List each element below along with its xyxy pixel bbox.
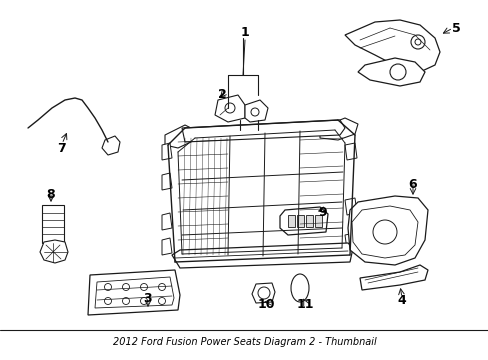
Polygon shape bbox=[162, 213, 172, 230]
Text: 7: 7 bbox=[58, 141, 66, 154]
Text: 10: 10 bbox=[257, 298, 274, 311]
Circle shape bbox=[140, 297, 147, 305]
Text: 9: 9 bbox=[318, 207, 326, 220]
Text: 4: 4 bbox=[397, 294, 406, 307]
Text: 2: 2 bbox=[217, 89, 226, 102]
Polygon shape bbox=[345, 20, 439, 72]
Text: 1: 1 bbox=[240, 26, 249, 39]
Polygon shape bbox=[182, 120, 345, 142]
Circle shape bbox=[104, 297, 111, 305]
Circle shape bbox=[122, 284, 129, 291]
Polygon shape bbox=[359, 265, 427, 290]
Circle shape bbox=[140, 284, 147, 291]
Circle shape bbox=[389, 64, 405, 80]
Circle shape bbox=[414, 39, 420, 45]
Polygon shape bbox=[102, 136, 120, 155]
Text: 11: 11 bbox=[296, 298, 313, 311]
Polygon shape bbox=[162, 173, 172, 190]
Text: 6: 6 bbox=[408, 179, 416, 192]
Polygon shape bbox=[319, 118, 357, 140]
Polygon shape bbox=[244, 100, 267, 122]
Circle shape bbox=[158, 284, 165, 291]
Circle shape bbox=[104, 284, 111, 291]
Circle shape bbox=[258, 287, 269, 299]
Text: 5: 5 bbox=[451, 22, 459, 35]
Polygon shape bbox=[347, 196, 427, 265]
Text: 8: 8 bbox=[46, 189, 55, 202]
Polygon shape bbox=[40, 240, 68, 263]
Polygon shape bbox=[215, 95, 244, 122]
Bar bbox=[42, 205, 64, 243]
Circle shape bbox=[122, 297, 129, 305]
Polygon shape bbox=[172, 243, 352, 268]
Polygon shape bbox=[351, 206, 417, 258]
Polygon shape bbox=[95, 277, 174, 308]
Bar bbox=[296, 215, 304, 227]
Polygon shape bbox=[280, 207, 327, 235]
Circle shape bbox=[158, 297, 165, 305]
Bar bbox=[287, 215, 294, 227]
Text: 2012 Ford Fusion Power Seats Diagram 2 - Thumbnail: 2012 Ford Fusion Power Seats Diagram 2 -… bbox=[112, 337, 376, 347]
Polygon shape bbox=[345, 233, 356, 250]
Circle shape bbox=[224, 103, 235, 113]
Text: 3: 3 bbox=[143, 292, 152, 305]
Circle shape bbox=[410, 35, 424, 49]
Circle shape bbox=[372, 220, 396, 244]
Circle shape bbox=[250, 108, 259, 116]
Bar bbox=[314, 215, 321, 227]
Polygon shape bbox=[88, 270, 180, 315]
Polygon shape bbox=[162, 238, 172, 255]
Polygon shape bbox=[251, 283, 274, 303]
Polygon shape bbox=[345, 198, 356, 215]
Polygon shape bbox=[162, 143, 172, 160]
Bar bbox=[305, 215, 312, 227]
Polygon shape bbox=[357, 58, 424, 86]
Polygon shape bbox=[164, 125, 195, 148]
Polygon shape bbox=[345, 143, 356, 160]
